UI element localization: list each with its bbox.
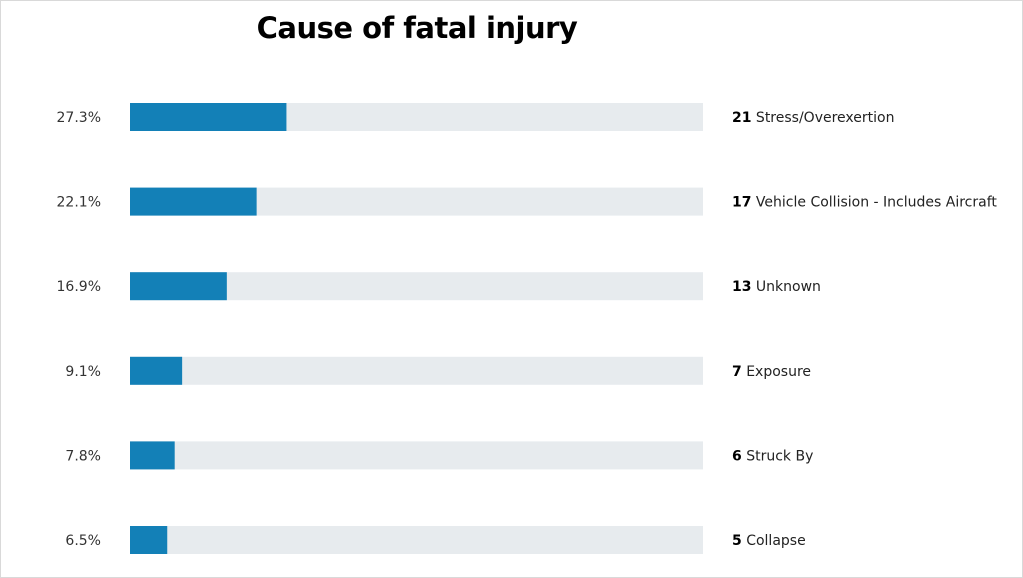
category-label: 6 Struck By [732,448,813,464]
bar-row: 16.9% 13 Unknown [57,272,821,301]
bar [130,441,175,470]
category-label: 5 Collapse [732,533,806,549]
bar-row: 27.3% 21 Stress/Overexertion [57,103,894,131]
category-name: Collapse [742,533,806,549]
count-label: 13 [732,279,751,295]
category-name: Exposure [742,364,811,380]
count-label: 21 [732,110,751,126]
bar [130,103,287,131]
count-label: 17 [732,195,751,211]
percent-label: 7.8% [65,448,101,464]
percent-label: 6.5% [65,533,101,549]
bar [130,356,183,385]
category-name: Unknown [751,279,820,295]
bar-track [130,441,703,470]
bar-row: 6.5% 5 Collapse [65,526,806,554]
bar-track [130,356,703,385]
bar-row: 22.1% 17 Vehicle Collision - Includes Air… [57,187,997,216]
percent-label: 27.3% [57,110,101,126]
category-name: Vehicle Collision - Includes Aircraft [751,195,997,211]
category-label: 17 Vehicle Collision - Includes Aircraft [732,195,997,211]
category-label: 7 Exposure [732,364,811,380]
category-name: Stress/Overexertion [751,110,894,126]
bar-row: 9.1% 7 Exposure [65,356,811,385]
category-name: Struck By [742,448,814,464]
count-label: 7 [732,364,742,380]
count-label: 5 [732,533,742,549]
chart-title: Cause of fatal injury [256,11,578,45]
bar [130,526,168,554]
category-label: 13 Unknown [732,279,821,295]
bar [130,187,257,216]
bar [130,272,227,301]
count-label: 6 [732,448,742,464]
percent-label: 9.1% [65,364,101,380]
percent-label: 16.9% [57,279,101,295]
bar-track [130,526,703,554]
bar-row: 7.8% 6 Struck By [65,441,813,470]
category-label: 21 Stress/Overexertion [732,110,894,126]
percent-label: 22.1% [57,195,101,211]
